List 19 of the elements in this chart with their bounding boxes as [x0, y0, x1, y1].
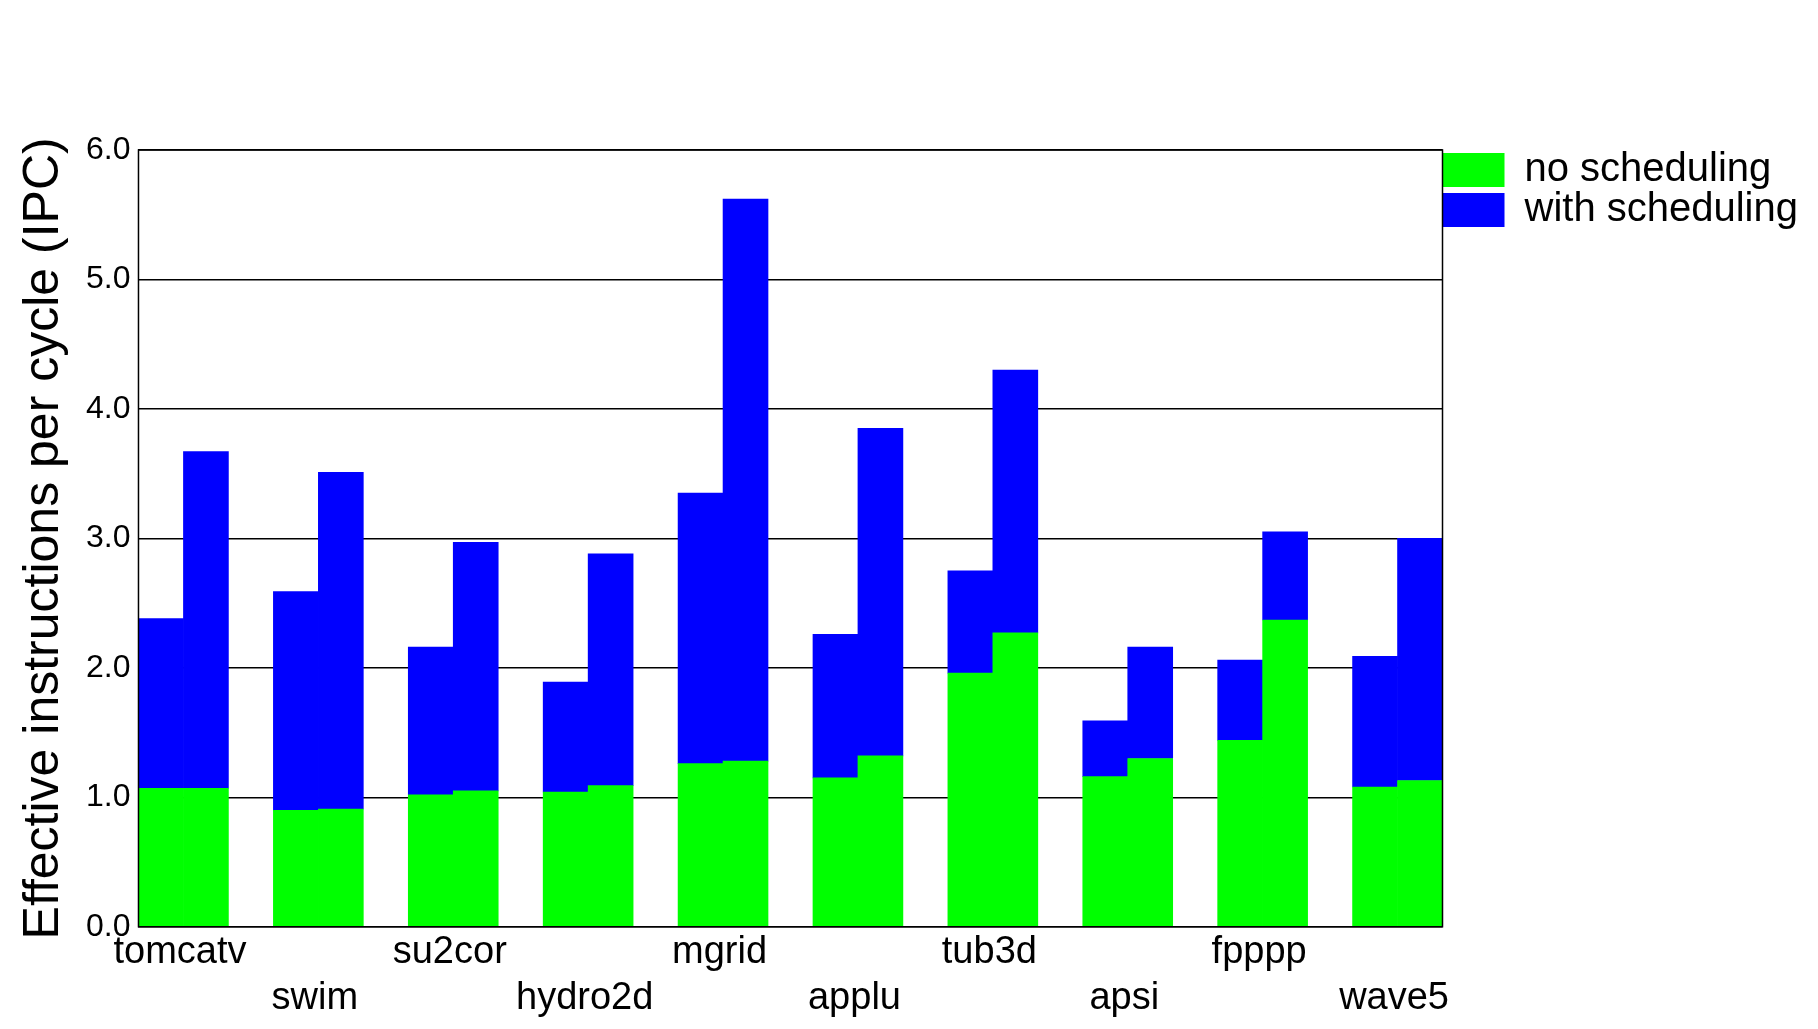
- bar: [1217, 659, 1263, 741]
- y-tick-label: 5.0: [86, 259, 131, 296]
- y-tick-label: 4.0: [86, 388, 131, 425]
- y-tick-label: 2.0: [86, 647, 131, 684]
- y-tick-label: 1.0: [86, 777, 131, 814]
- x-tick-label: su2cor: [392, 929, 508, 972]
- y-tick-label: 6.0: [86, 129, 131, 166]
- x-tick-label: swim: [271, 974, 359, 1017]
- x-tick-label: fpppp: [1211, 929, 1307, 972]
- x-tick-label: mgrid: [672, 929, 768, 972]
- x-tick-label: apsi: [1089, 974, 1160, 1017]
- y-axis-title: Effective instructions per cycle (IPC): [12, 137, 69, 940]
- x-tick-label: tub3d: [941, 929, 1037, 972]
- x-tick-label: wave5: [1338, 974, 1449, 1017]
- x-tick-label: hydro2d: [516, 974, 654, 1017]
- legend-label: no scheduling: [1524, 145, 1772, 190]
- x-tick-label: applu: [807, 974, 901, 1017]
- bar: [1262, 531, 1308, 621]
- y-tick-label: 3.0: [86, 518, 131, 555]
